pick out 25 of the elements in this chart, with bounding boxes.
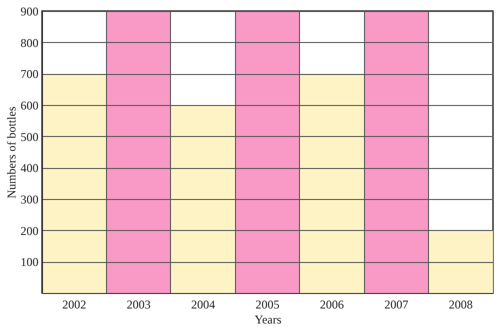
x-tick-label: 2006 <box>320 298 344 312</box>
bar <box>170 105 236 293</box>
y-tick-label: 900 <box>20 4 38 18</box>
x-tick-label: 2008 <box>448 298 473 312</box>
y-tick-label: 100 <box>20 255 38 270</box>
x-tick-label: 2003 <box>126 298 151 312</box>
x-axis-title: Years <box>254 312 282 326</box>
y-tick-label: 300 <box>20 192 38 206</box>
y-tick-label: 600 <box>20 98 38 112</box>
bar <box>42 74 106 293</box>
x-tick-label: 2005 <box>256 298 280 312</box>
bar <box>106 11 171 293</box>
x-tick-label: 2007 <box>384 298 408 312</box>
y-tick-label: 200 <box>20 224 38 238</box>
y-tick-label: 500 <box>20 130 38 144</box>
bar <box>300 74 364 293</box>
y-tick-label: 800 <box>20 36 38 50</box>
x-tick-label: 2004 <box>191 298 216 312</box>
bar <box>235 11 300 293</box>
y-tick-label: 700 <box>20 67 38 82</box>
bar <box>364 11 429 293</box>
x-tick-label: 2002 <box>62 298 86 312</box>
bar <box>428 230 493 293</box>
y-tick-label: 400 <box>20 161 38 176</box>
y-axis-title: Numbers of bottles <box>4 106 18 198</box>
